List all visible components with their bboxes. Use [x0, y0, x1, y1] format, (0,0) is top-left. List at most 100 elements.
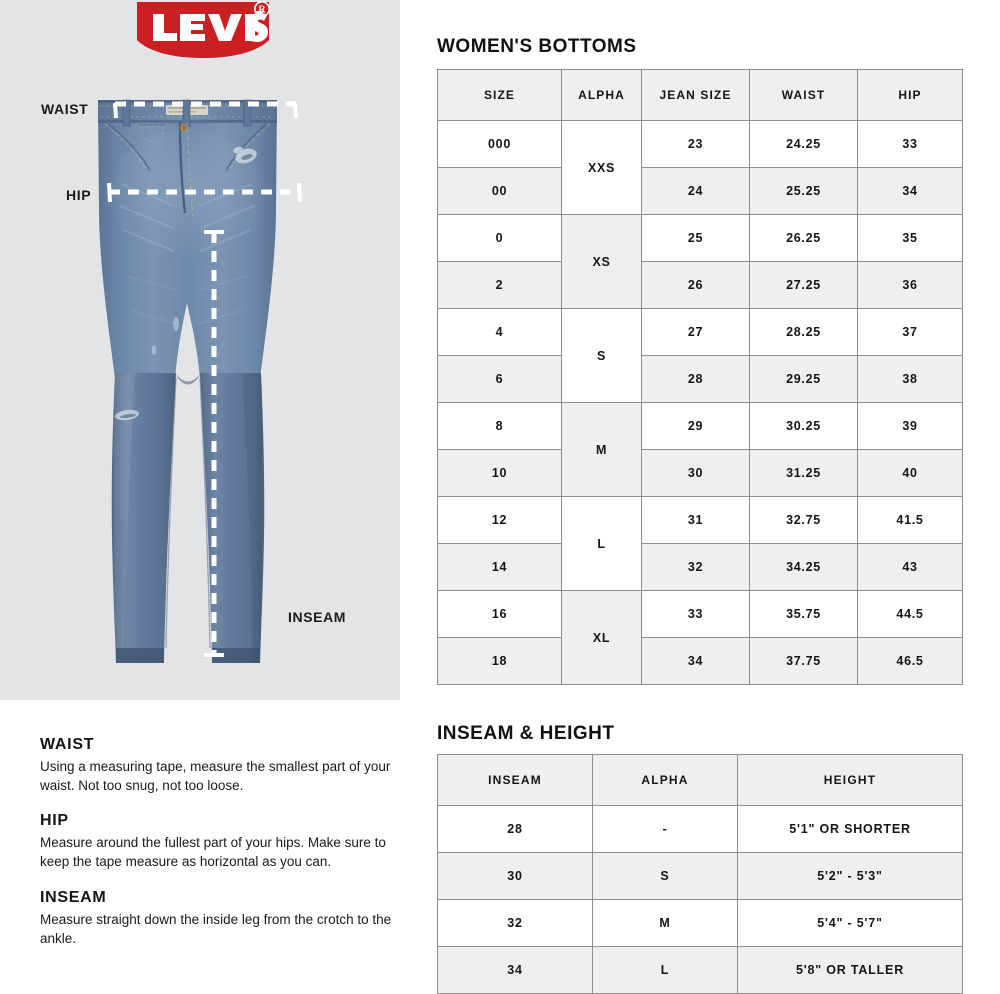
cell-alpha: XXS — [561, 120, 642, 215]
table-row: 4 S 27 28.25 37 — [437, 308, 963, 403]
column-header-height: HEIGHT — [737, 754, 963, 806]
cell-waist: 25.25 — [749, 167, 858, 215]
cell-jean-size: 31 — [641, 496, 750, 544]
cell-hip: 46.5 — [857, 637, 963, 685]
instruction-body: Measure around the fullest part of your … — [40, 835, 386, 870]
cell-alpha: S — [561, 308, 642, 403]
column-header-alpha: ALPHA — [592, 754, 738, 806]
cell-size: 4 — [437, 308, 562, 356]
table-row: 16 XL 33 35.75 44.5 — [437, 590, 963, 685]
cell-hip: 44.5 — [857, 590, 963, 638]
cell-waist: 34.25 — [749, 543, 858, 591]
cell-hip: 41.5 — [857, 496, 963, 544]
cell-alpha: L — [592, 946, 738, 994]
cell-size: 2 — [437, 261, 562, 309]
cell-size: 00 — [437, 167, 562, 215]
instruction-inseam: INSEAM Measure straight down the inside … — [40, 889, 415, 948]
cell-waist: 29.25 — [749, 355, 858, 403]
instruction-body: Measure straight down the inside leg fro… — [40, 911, 392, 946]
column-header-hip: HIP — [857, 69, 963, 121]
cell-inseam: 28 — [437, 805, 593, 853]
cell-hip: 38 — [857, 355, 963, 403]
table-row: 32 M 5'4" - 5'7" — [437, 899, 963, 947]
cell-alpha: L — [561, 496, 642, 591]
cell-height: 5'4" - 5'7" — [737, 899, 963, 947]
table-row: 6 28 29.25 38 — [437, 355, 963, 403]
cell-waist: 37.75 — [749, 637, 858, 685]
cell-inseam: 34 — [437, 946, 593, 994]
cell-size: 000 — [437, 120, 562, 168]
cell-hip: 37 — [857, 308, 963, 356]
column-header-alpha: ALPHA — [561, 69, 642, 121]
instruction-hip: HIP Measure around the fullest part of y… — [40, 812, 415, 871]
cell-size: 18 — [437, 637, 562, 685]
womens-bottoms-title: WOMEN'S BOTTOMS — [437, 36, 637, 57]
cell-jean-size: 30 — [641, 449, 750, 497]
table-row: 30 S 5'2" - 5'3" — [437, 852, 963, 900]
cell-hip: 40 — [857, 449, 963, 497]
cell-alpha: M — [561, 402, 642, 497]
column-header-waist: WAIST — [749, 69, 858, 121]
cell-size: 14 — [437, 543, 562, 591]
column-header-inseam: INSEAM — [437, 754, 593, 806]
cell-size: 0 — [437, 214, 562, 262]
waist-measure-label: WAIST — [41, 101, 89, 117]
cell-alpha: XL — [561, 590, 642, 685]
cell-size: 10 — [437, 449, 562, 497]
inseam-height-title: INSEAM & HEIGHT — [437, 723, 615, 744]
instruction-waist: WAIST Using a measuring tape, measure th… — [40, 736, 415, 795]
cell-hip: 36 — [857, 261, 963, 309]
cell-inseam: 32 — [437, 899, 593, 947]
cell-waist: 32.75 — [749, 496, 858, 544]
table-row: 12 L 31 32.75 41.5 — [437, 496, 963, 591]
cell-jean-size: 24 — [641, 167, 750, 215]
cell-alpha: S — [592, 852, 738, 900]
table-row: 14 32 34.25 43 — [437, 543, 963, 591]
cell-jean-size: 23 — [641, 120, 750, 168]
cell-jean-size: 27 — [641, 308, 750, 356]
inseam-height-table: INSEAM ALPHA HEIGHT 28 - 5'1" OR SHORTER… — [437, 754, 963, 994]
table-row: 2 26 27.25 36 — [437, 261, 963, 309]
cell-alpha: M — [592, 899, 738, 947]
cell-size: 16 — [437, 590, 562, 638]
cell-waist: 28.25 — [749, 308, 858, 356]
registered-mark-icon: R — [254, 1, 271, 17]
cell-hip: 43 — [857, 543, 963, 591]
womens-bottoms-table: SIZE ALPHA JEAN SIZE WAIST HIP 000 XXS 2… — [437, 69, 963, 685]
cell-jean-size: 29 — [641, 402, 750, 450]
table-header-row: INSEAM ALPHA HEIGHT — [437, 754, 963, 806]
cell-alpha: XS — [561, 214, 642, 309]
column-header-size: SIZE — [437, 69, 562, 121]
table-row: 34 L 5'8" OR TALLER — [437, 946, 963, 994]
cell-size: 8 — [437, 402, 562, 450]
cell-size: 6 — [437, 355, 562, 403]
instruction-title: INSEAM — [40, 888, 107, 906]
table-row: 10 30 31.25 40 — [437, 449, 963, 497]
table-row: 28 - 5'1" OR SHORTER — [437, 805, 963, 853]
column-header-jean-size: JEAN SIZE — [641, 69, 750, 121]
table-row: 18 34 37.75 46.5 — [437, 637, 963, 685]
instruction-title: WAIST — [40, 736, 95, 753]
cell-inseam: 30 — [437, 852, 593, 900]
svg-text:R: R — [258, 5, 266, 16]
levis-logo: R — [133, 0, 273, 62]
jeans-illustration — [80, 88, 295, 668]
cell-hip: 33 — [857, 120, 963, 168]
cell-hip: 34 — [857, 167, 963, 215]
cell-jean-size: 25 — [641, 214, 750, 262]
cell-alpha: - — [592, 805, 738, 853]
cell-waist: 27.25 — [749, 261, 858, 309]
cell-jean-size: 32 — [641, 543, 750, 591]
cell-jean-size: 34 — [641, 637, 750, 685]
cell-waist: 35.75 — [749, 590, 858, 638]
cell-hip: 39 — [857, 402, 963, 450]
instruction-body: Using a measuring tape, measure the smal… — [40, 759, 391, 794]
table-row: 00 24 25.25 34 — [437, 167, 963, 215]
cell-size: 12 — [437, 496, 562, 544]
cell-hip: 35 — [857, 214, 963, 262]
cell-jean-size: 26 — [641, 261, 750, 309]
instruction-title: HIP — [40, 812, 69, 830]
cell-waist: 31.25 — [749, 449, 858, 497]
illustration-panel: R — [0, 0, 400, 700]
inseam-measure-label: INSEAM — [288, 609, 347, 625]
